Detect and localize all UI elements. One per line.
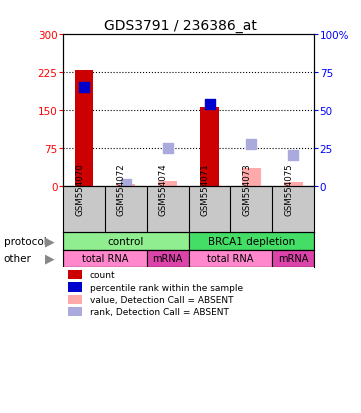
Text: total RNA: total RNA: [207, 254, 254, 263]
Text: mRNA: mRNA: [153, 254, 183, 263]
Point: [123, 181, 129, 188]
Text: other: other: [4, 254, 31, 263]
Text: total RNA: total RNA: [82, 254, 128, 263]
Bar: [68, 271, 82, 280]
Bar: [75, 71, 93, 187]
Bar: [68, 307, 82, 316]
Text: percentile rank within the sample: percentile rank within the sample: [90, 283, 243, 292]
Bar: [63, 250, 147, 267]
Bar: [272, 250, 314, 267]
Bar: [242, 169, 261, 187]
Bar: [188, 233, 314, 250]
Text: GSM554075: GSM554075: [284, 163, 293, 215]
Point: [81, 85, 87, 91]
Text: ▶: ▶: [45, 252, 55, 265]
Text: GSM554072: GSM554072: [117, 163, 126, 215]
Point: [290, 152, 296, 159]
Bar: [188, 250, 272, 267]
Text: mRNA: mRNA: [278, 254, 308, 263]
Point: [206, 101, 212, 108]
Text: rank, Detection Call = ABSENT: rank, Detection Call = ABSENT: [90, 307, 229, 316]
Bar: [200, 107, 219, 187]
Text: GSM554070: GSM554070: [75, 163, 84, 215]
Text: value, Detection Call = ABSENT: value, Detection Call = ABSENT: [90, 295, 233, 304]
Point: [165, 145, 171, 152]
Bar: [63, 233, 188, 250]
Text: protocol: protocol: [4, 236, 46, 246]
Text: BRCA1 depletion: BRCA1 depletion: [208, 236, 295, 246]
Bar: [147, 250, 188, 267]
Point: [248, 141, 254, 148]
Text: ▶: ▶: [45, 235, 55, 248]
Text: GSM554074: GSM554074: [159, 163, 168, 215]
Text: count: count: [90, 271, 115, 280]
Bar: [68, 295, 82, 304]
Bar: [68, 283, 82, 292]
Text: GSM554071: GSM554071: [200, 163, 209, 215]
Text: GDS3791 / 236386_at: GDS3791 / 236386_at: [104, 19, 257, 33]
Bar: [284, 183, 303, 187]
Bar: [158, 182, 177, 187]
Text: GSM554073: GSM554073: [242, 163, 251, 215]
Bar: [117, 184, 135, 187]
Text: control: control: [108, 236, 144, 246]
